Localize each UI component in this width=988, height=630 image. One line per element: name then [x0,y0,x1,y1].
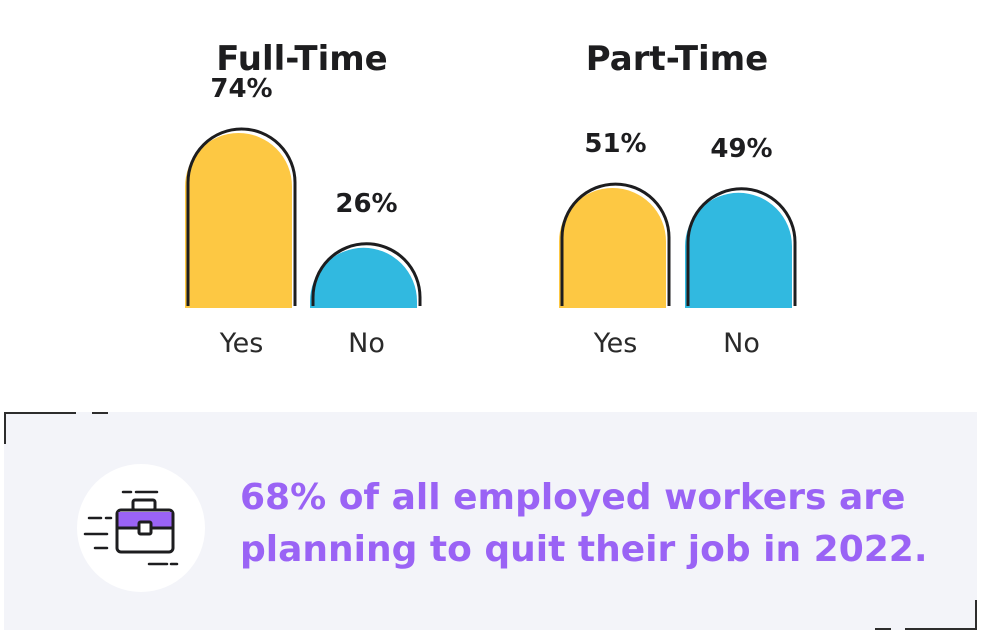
category-label-part-time-no: No [723,328,760,359]
group-title-full-time: Full-Time [216,39,388,79]
bar-outline-part-time-no [686,187,797,306]
bar-outline-part-time-yes [560,182,671,306]
corner-bracket-bottom-right [905,600,977,630]
value-label-part-time-yes: 51% [584,129,646,159]
bar-full-time-yes [185,133,292,308]
corner-dash-bottom-right [875,628,891,630]
value-label-full-time-yes: 74% [210,74,272,104]
bar-full-time-no [310,247,417,308]
briefcase-icon [83,490,179,566]
callout-box: 68% of all employed workers are planning… [4,412,977,630]
category-label-part-time-yes: Yes [593,328,638,359]
value-label-part-time-no: 49% [710,134,772,164]
bar-outline-full-time-yes [186,127,297,306]
group-title-part-time: Part-Time [586,39,768,79]
bar-part-time-yes [559,188,666,308]
bar-chart: Full-Time 74% Yes 26% No Part-Time 51% Yes 49… [185,39,797,359]
corner-bracket-top-left [4,412,76,444]
group-part-time: Part-Time 51% Yes 49% No [559,39,797,359]
icon-circle [77,464,205,592]
bar-outline-full-time-no [311,242,422,306]
category-label-full-time-yes: Yes [219,328,264,359]
callout-line-1: 68% of all employed workers are [240,477,906,518]
callout-line-2: planning to quit their job in 2022. [240,529,928,570]
callout-text: 68% of all employed workers are planning… [240,472,960,576]
category-label-full-time-no: No [348,328,385,359]
bar-part-time-no [685,192,792,308]
corner-dash-top-left [92,412,108,414]
value-label-full-time-no: 26% [335,189,397,219]
group-full-time: Full-Time 74% Yes 26% No [185,39,422,359]
